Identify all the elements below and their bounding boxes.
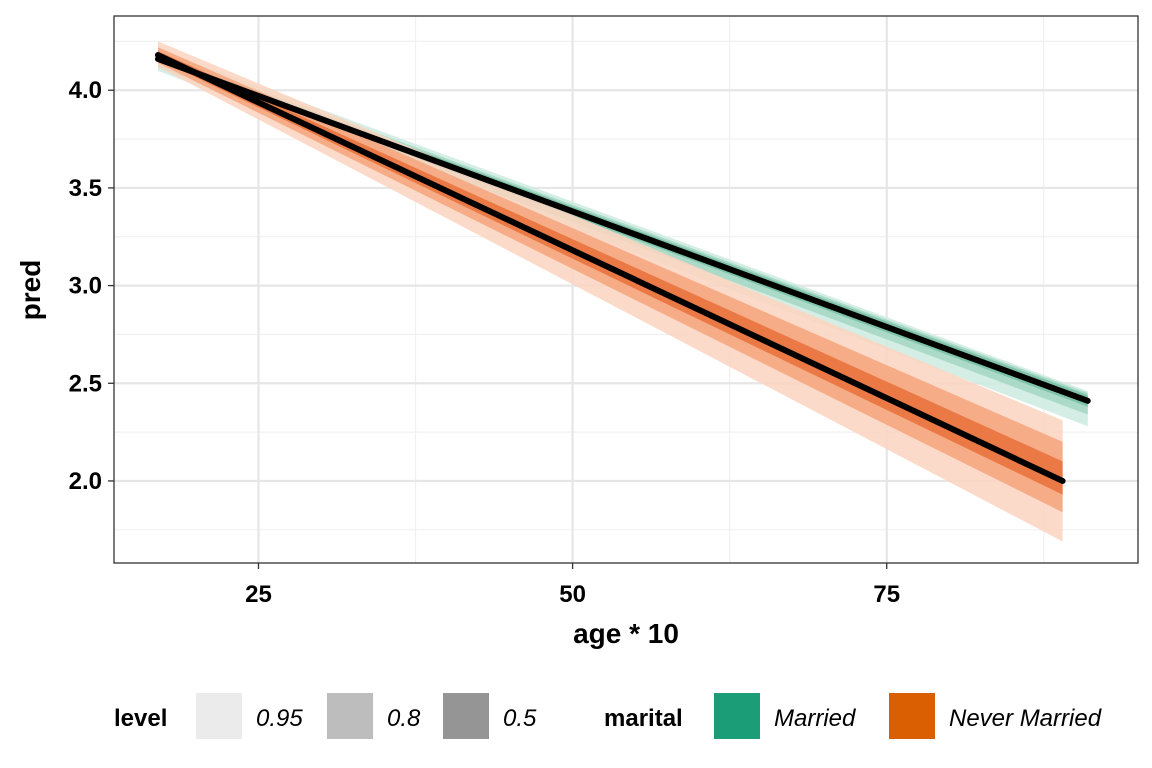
legend-key-level-0 bbox=[196, 693, 242, 739]
x-tick-label: 25 bbox=[245, 581, 272, 608]
y-tick-label: 3.5 bbox=[69, 175, 102, 202]
x-tick-label: 75 bbox=[873, 581, 900, 608]
legend-title-marital: marital bbox=[604, 705, 683, 732]
legend-key-married bbox=[714, 693, 760, 739]
y-axis-title: pred bbox=[15, 260, 46, 321]
legend-label-never-married: Never Married bbox=[949, 705, 1102, 732]
y-tick-label: 2.5 bbox=[69, 370, 102, 397]
plot-border bbox=[113, 15, 1139, 564]
legend-key-level-2 bbox=[443, 693, 489, 739]
pred-line-married bbox=[154, 55, 1091, 404]
legend-label-married: Married bbox=[774, 705, 856, 732]
x-axis-title: age * 10 bbox=[573, 618, 679, 649]
legend-key-never-married bbox=[889, 693, 935, 739]
legend-label-level-1: 0.8 bbox=[387, 705, 421, 732]
x-axis-ticks: 25 50 75 bbox=[245, 563, 900, 608]
legend-label-level-0: 0.95 bbox=[256, 705, 303, 732]
legend: level 0.95 0.8 0.5 marital Married Never… bbox=[114, 693, 1102, 739]
prediction-lines bbox=[154, 52, 1091, 484]
y-tick-label: 2.0 bbox=[69, 468, 102, 495]
pred-line-never-married bbox=[154, 52, 1066, 484]
y-tick-label: 4.0 bbox=[69, 77, 102, 104]
x-tick-label: 50 bbox=[559, 581, 586, 608]
legend-label-level-2: 0.5 bbox=[503, 705, 537, 732]
legend-title-level: level bbox=[114, 705, 167, 732]
y-axis-ticks: 2.0 2.5 3.0 3.5 4.0 bbox=[69, 77, 114, 495]
y-tick-label: 3.0 bbox=[69, 273, 102, 300]
legend-key-level-1 bbox=[327, 693, 373, 739]
